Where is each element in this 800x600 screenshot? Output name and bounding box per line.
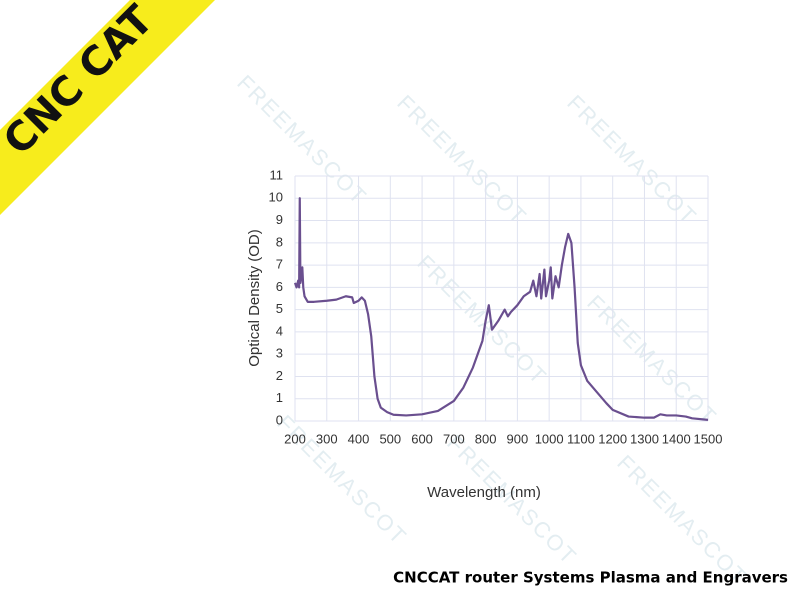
x-tick-label: 200 (284, 431, 306, 446)
x-tick-label: 300 (316, 431, 338, 446)
x-tick-label: 400 (348, 431, 370, 446)
x-tick-label: 900 (507, 431, 529, 446)
x-axis-label: Wavelength (nm) (427, 484, 541, 501)
y-tick-label: 7 (276, 257, 283, 272)
x-tick-label: 500 (379, 431, 401, 446)
x-tick-label: 600 (411, 431, 433, 446)
x-tick-label: 1500 (694, 431, 723, 446)
y-tick-label: 10 (269, 190, 283, 205)
x-tick-label: 1000 (535, 431, 564, 446)
x-tick-label: 1400 (662, 431, 691, 446)
data-line (293, 197, 709, 421)
y-tick-label: 8 (276, 234, 283, 249)
y-axis-label: Optical Density (OD) (246, 229, 263, 367)
x-tick-label: 1100 (567, 431, 595, 446)
y-tick-label: 3 (276, 346, 283, 361)
y-tick-label: 5 (276, 301, 283, 316)
y-tick-label: 6 (276, 279, 283, 294)
y-tick-label: 0 (276, 412, 283, 427)
y-tick-label: 11 (270, 167, 284, 182)
y-tick-label: 2 (276, 368, 283, 383)
x-tick-label: 800 (475, 431, 497, 446)
footer-text: CNCCAT router Systems Plasma and Engrave… (393, 569, 788, 587)
y-tick-label: 9 (276, 212, 283, 227)
banner-band (0, 0, 215, 215)
y-tick-label: 1 (276, 390, 283, 405)
plot: 0 1 2 3 4 5 6 7 8 9 10 11 200 300 400 500 600 700 800 900 10… (269, 167, 723, 446)
y-tick-label: 4 (276, 323, 283, 338)
x-tick-label: 1200 (598, 431, 627, 446)
x-tick-label: 700 (443, 431, 465, 446)
x-tick-label: 1300 (630, 431, 659, 446)
